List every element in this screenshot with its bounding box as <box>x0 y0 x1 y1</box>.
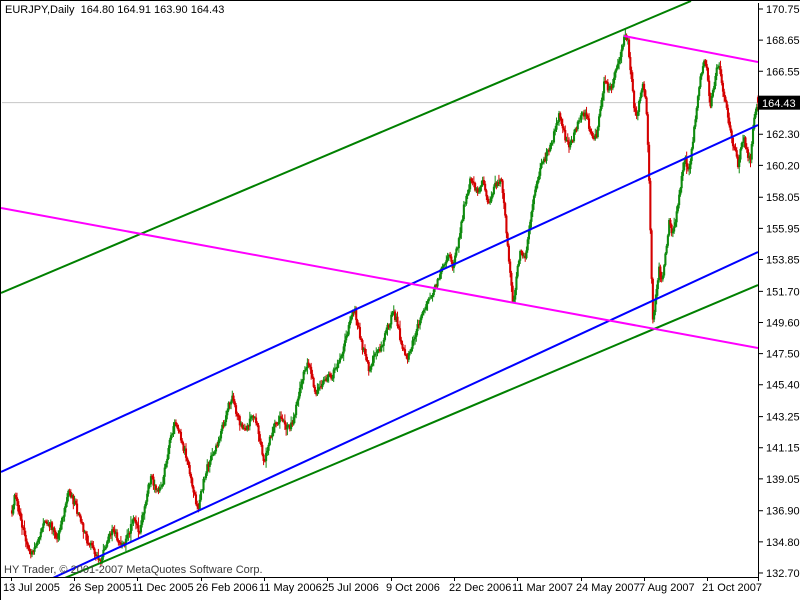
date-tick-label: 24 May 2007 <box>576 582 640 594</box>
price-tick-label: 158.05 <box>766 192 800 204</box>
date-tick-label: 25 Jul 2006 <box>322 582 379 594</box>
date-tick-label: 22 Dec 2006 <box>449 582 511 594</box>
price-tick-label: 162.30 <box>766 129 800 141</box>
price-tick-label: 134.80 <box>766 537 800 549</box>
trendline-blue-channel-lower[interactable] <box>1 251 758 600</box>
price-tick-label: 151.70 <box>766 286 800 298</box>
date-tick-label: 26 Feb 2006 <box>196 582 258 594</box>
trendline-blue-channel-upper[interactable] <box>1 124 758 473</box>
trendline-magenta-channel-upper[interactable] <box>623 35 758 63</box>
trendline-green-channel-upper[interactable] <box>1 1 692 294</box>
price-tick-label: 143.25 <box>766 412 800 424</box>
date-tick-label: 11 Mar 2007 <box>512 582 573 594</box>
date-tick-label: 9 Oct 2006 <box>386 582 440 594</box>
price-tick-label: 145.40 <box>766 380 800 392</box>
date-tick-label: 21 Oct 2007 <box>702 582 762 594</box>
date-tick-label: 26 Sep 2005 <box>69 582 131 594</box>
price-tick-label: 139.05 <box>766 474 800 486</box>
trendline-green-channel-lower[interactable] <box>1 284 758 600</box>
date-tick-label: 13 Jul 2005 <box>3 582 60 594</box>
price-tick-label: 132.70 <box>766 568 800 580</box>
current-price-label: 164.43 <box>762 98 796 110</box>
price-tick-label: 160.20 <box>766 160 800 172</box>
date-tick-label: 7 Aug 2007 <box>639 582 695 594</box>
price-tick-label: 136.90 <box>766 506 800 518</box>
price-axis: 170.75 168.65 166.55 162.30 160.20 158.05 155.… <box>758 4 800 580</box>
platform-watermark: HY Trader, © 2001-2007 MetaQuotes Softwa… <box>4 564 263 576</box>
price-tick-label: 149.60 <box>766 317 800 329</box>
candlestick-series <box>10 28 758 566</box>
date-tick-label: 11 May 2006 <box>259 582 322 594</box>
price-tick-label: 147.50 <box>766 349 800 361</box>
price-tick-label: 153.85 <box>766 254 800 266</box>
symbol-quote-title: EURJPY,Daily 164.80 164.91 163.90 164.43 <box>5 4 225 16</box>
price-tick-label: 166.55 <box>766 66 800 78</box>
trendline-magenta-channel-lower[interactable] <box>1 207 758 349</box>
price-tick-label: 141.15 <box>766 443 800 455</box>
time-axis: 13 Jul 2005 26 Sep 2005 11 Dec 2005 26 Feb … <box>3 577 762 594</box>
price-tick-label: 155.95 <box>766 223 800 235</box>
price-tick-label: 168.65 <box>766 35 800 47</box>
date-tick-label: 11 Dec 2005 <box>132 582 194 594</box>
current-price-box: 164.43 <box>758 95 800 110</box>
price-tick-label: 170.75 <box>766 4 800 16</box>
